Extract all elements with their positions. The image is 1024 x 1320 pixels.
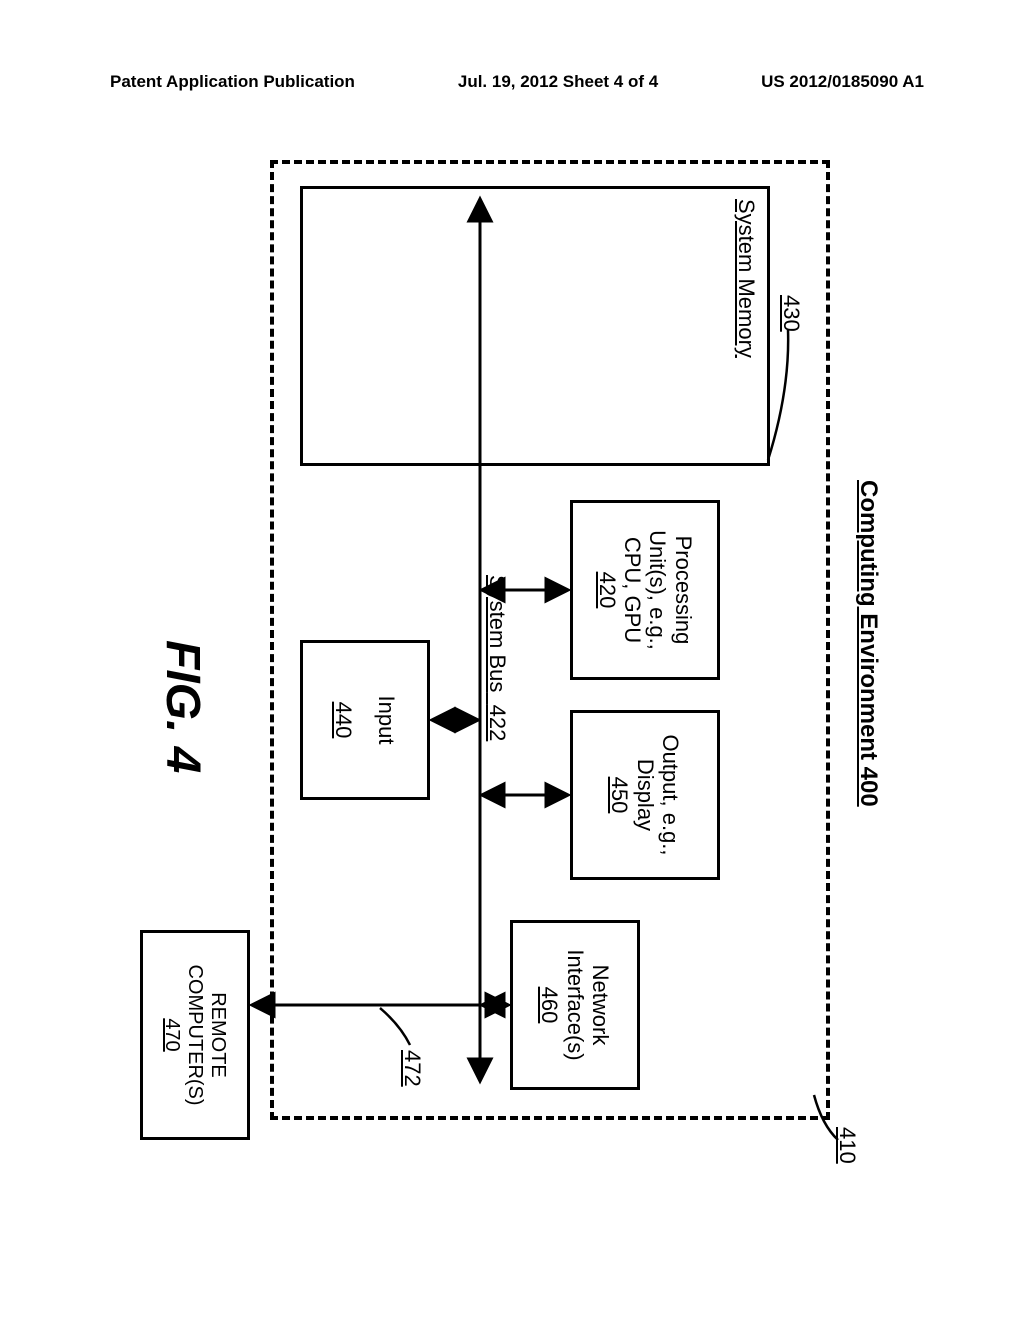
header-right: US 2012/0185090 A1 xyxy=(761,72,924,92)
net-line2: Interface(s) xyxy=(562,949,587,1060)
page-header: Patent Application Publication Jul. 19, … xyxy=(0,72,1024,92)
ref-420: 420 xyxy=(594,572,619,609)
diagram-area: Computing Environment 400 410 System Mem… xyxy=(120,140,900,1180)
system-bus-label: System Bus 422 xyxy=(484,575,510,741)
remote-line1: REMOTE xyxy=(207,992,230,1078)
ref-410: 410 xyxy=(834,1127,860,1164)
cpu-line1: Processing xyxy=(670,536,695,645)
ref-422: 422 xyxy=(485,705,510,742)
processing-unit-box: Processing Unit(s), e.g., CPU, GPU 420 xyxy=(570,500,720,680)
bus-text: System Bus xyxy=(485,575,510,692)
output-line2: Display xyxy=(632,759,657,831)
ref-470: 470 xyxy=(161,1018,184,1051)
ref-430: 430 xyxy=(778,295,804,332)
ref-472: 472 xyxy=(399,1050,425,1087)
ref-440: 440 xyxy=(331,702,356,739)
header-center: Jul. 19, 2012 Sheet 4 of 4 xyxy=(458,72,658,92)
figure-label: FIG. 4 xyxy=(155,640,210,773)
ref-450: 450 xyxy=(607,777,632,814)
diagram-canvas: Computing Environment 400 410 System Mem… xyxy=(120,140,900,1180)
input-label: Input xyxy=(374,696,399,745)
output-line1: Output, e.g., xyxy=(658,734,683,855)
cpu-line3: CPU, GPU xyxy=(620,537,645,643)
system-memory-label: System Memory xyxy=(734,199,759,358)
output-box: Output, e.g., Display 450 xyxy=(570,710,720,880)
remote-computer-box: REMOTE COMPUTER(S) 470 xyxy=(140,930,250,1140)
ref-460: 460 xyxy=(537,987,562,1024)
header-left: Patent Application Publication xyxy=(110,72,355,92)
net-line1: Network xyxy=(588,965,613,1046)
environment-title: Computing Environment 400 xyxy=(854,480,882,807)
cpu-line2: Unit(s), e.g., xyxy=(645,530,670,650)
input-box: Input 440 xyxy=(300,640,430,800)
remote-line2: COMPUTER(S) xyxy=(184,964,207,1105)
system-memory-box: System Memory xyxy=(300,186,770,466)
network-interface-box: Network Interface(s) 460 xyxy=(510,920,640,1090)
